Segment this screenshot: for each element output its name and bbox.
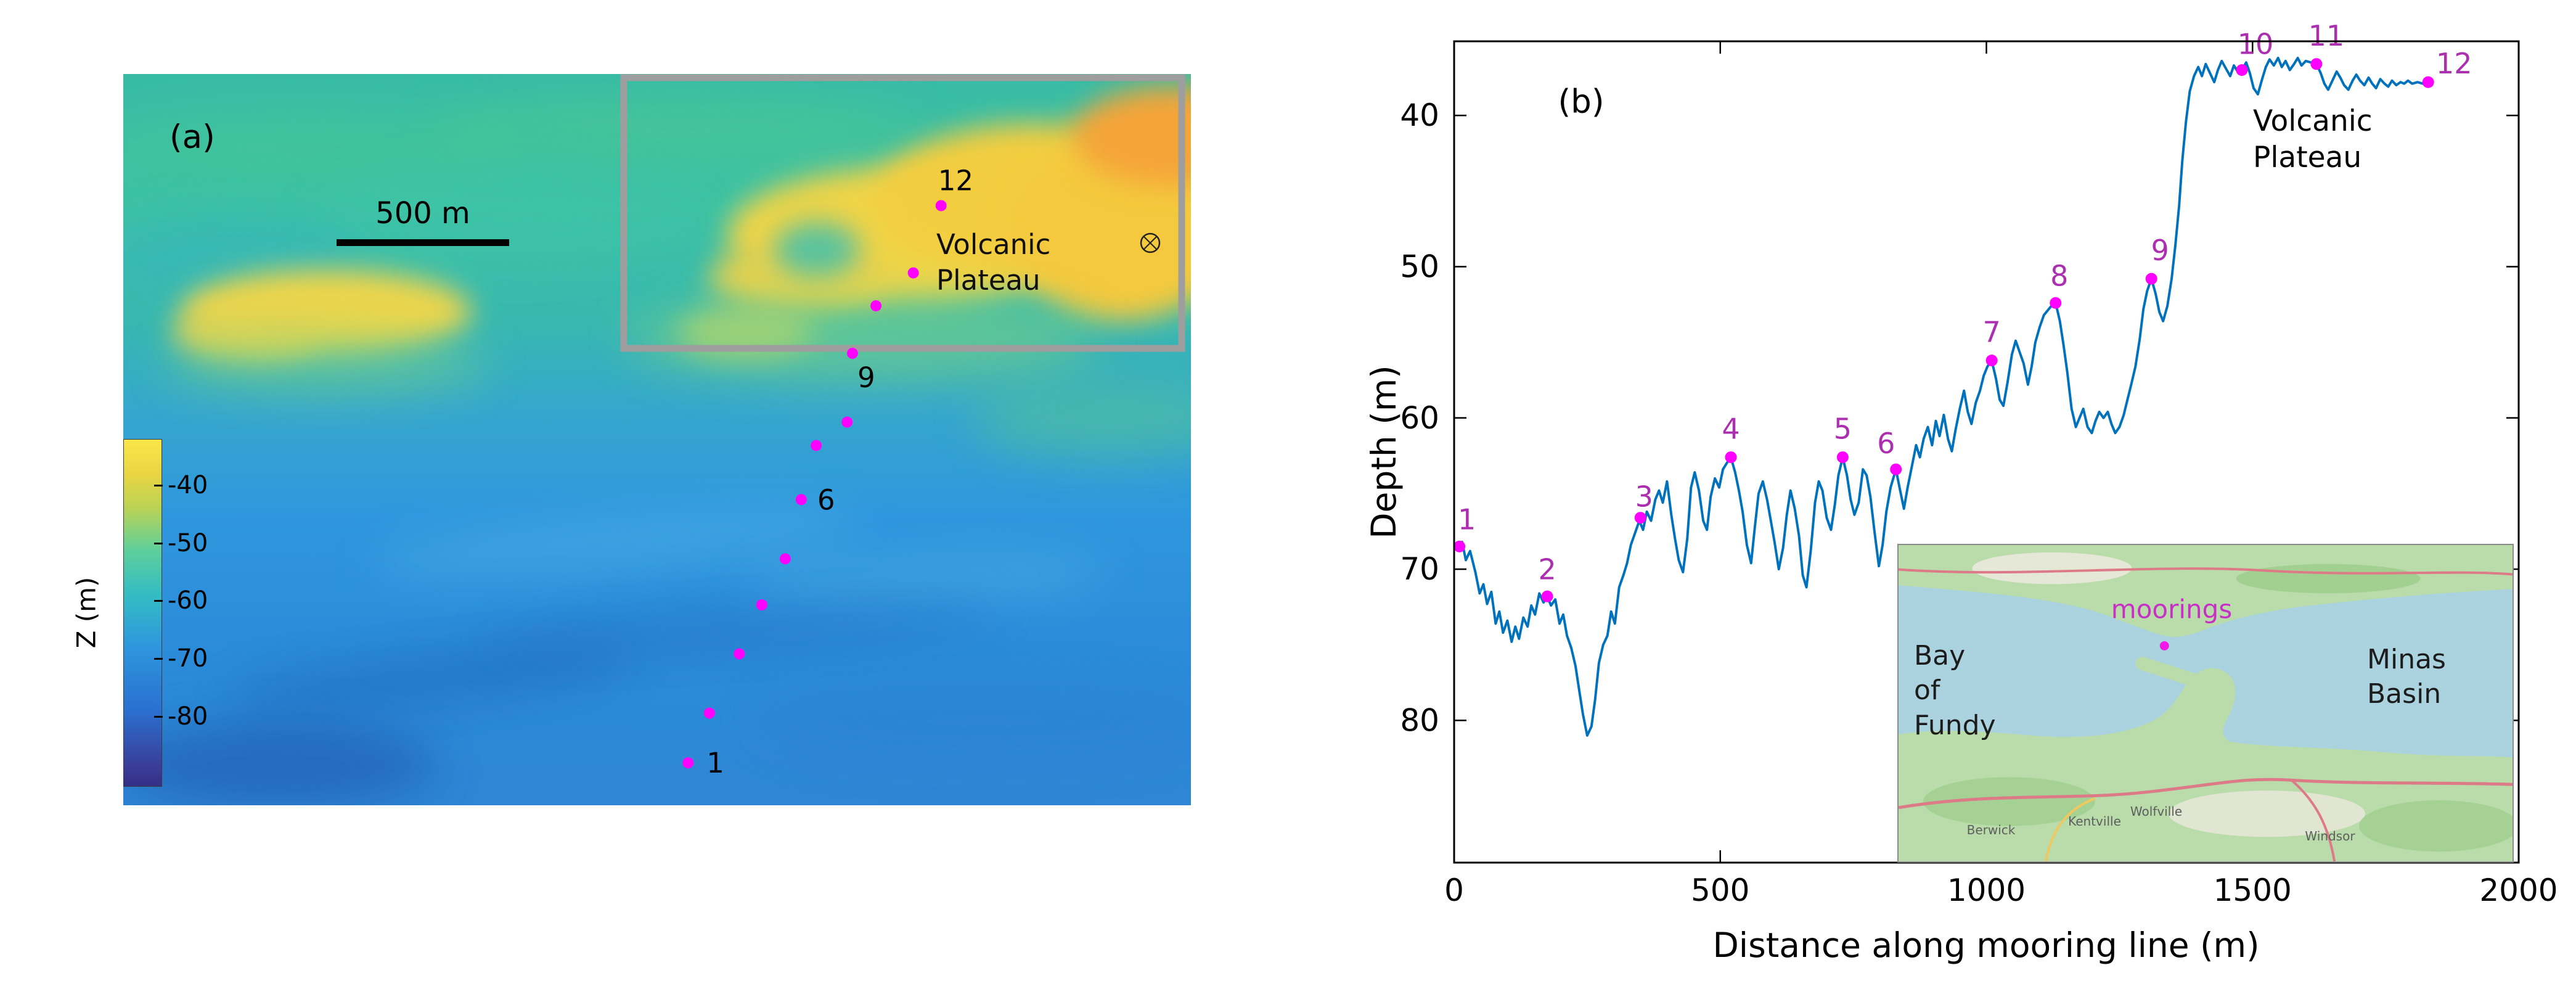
colorbar-tick-label: -70 [154, 644, 208, 673]
axes-box [1453, 40, 2520, 864]
map-volcanic-plateau-label: Volcanic Plateau [936, 228, 1051, 297]
map-mooring-dot-6 [795, 494, 807, 506]
minas-basin-label: Minas Basin [2367, 644, 2446, 710]
bathymetry-map-image: 12 9 6 1 [123, 74, 1191, 805]
colorbar-axis-label: Z (m) [71, 577, 101, 648]
mooring-number-4: 4 [1722, 412, 1740, 446]
inset-moorings-dot [2159, 641, 2169, 650]
colorbar-tick-label: -40 [154, 471, 208, 499]
x-tick-label: 1500 [2214, 872, 2292, 908]
inset-map-image [1899, 545, 2513, 861]
map-mooring-dot-8 [756, 599, 767, 611]
map-moorings-layer: 12 9 6 1 [682, 164, 973, 779]
map-mooring-dot-1 [682, 757, 694, 769]
bay-of-fundy-label: Bay of Fundy [1914, 640, 1996, 741]
colorbar-tick-label: -50 [154, 529, 208, 557]
inset-town-label: Windsor [2305, 829, 2355, 843]
inset-moorings-label: moorings [2111, 594, 2233, 625]
mooring-point-10 [2236, 64, 2248, 76]
inset-road-south [1899, 778, 2513, 810]
mooring-number-10: 10 [2238, 28, 2274, 61]
map-mooring-number-9: 9 [857, 361, 875, 394]
mooring-point-11 [2310, 58, 2323, 70]
mooring-point-12 [2422, 76, 2434, 88]
mooring-point-7 [1985, 355, 1998, 367]
map-mooring-dot-10 [703, 707, 715, 719]
inset-location-map: Bay of Fundy Minas Basin moorings Berwic… [1897, 544, 2514, 863]
y-tick-label: 80 [1400, 702, 1439, 738]
y-axis-label: Depth (m) [1364, 365, 1404, 539]
colorbar-tick-label: -80 [154, 702, 208, 731]
mooring-point-6 [1890, 463, 1902, 475]
mooring-number-11: 11 [2308, 19, 2345, 52]
mooring-number-9: 9 [2151, 234, 2169, 267]
inset-town-label: Wolfville [2130, 804, 2183, 819]
scale-bar-label: 500 m [375, 196, 470, 231]
map-mooring-number-12: 12 [938, 164, 973, 197]
y-tick-label: 70 [1400, 551, 1439, 587]
depth-profile-panel: 0 500 1000 1500 2000 40 50 60 70 80 1 2 3 4 5 6 7 8 9 10 11 1… [1400, 19, 2558, 908]
zoom-region-box [620, 74, 1185, 352]
x-tick-label: 2000 [2479, 872, 2558, 908]
inset-cape-split [2135, 657, 2224, 695]
mooring-number-8: 8 [2050, 259, 2068, 292]
colorbar-tick-label: -60 [154, 586, 208, 615]
scale-bar [337, 239, 509, 246]
inset-town-label: Berwick [1966, 823, 2016, 837]
inset-town-label: Kentville [2068, 814, 2121, 829]
mooring-number-3: 3 [1635, 480, 1653, 514]
mooring-number-1: 1 [1458, 503, 1476, 536]
mooring-point-9 [2145, 273, 2157, 285]
map-mooring-number-1: 1 [706, 747, 724, 779]
map-mooring-dot-7 [779, 553, 791, 565]
map-mooring-dot-9 [846, 348, 858, 359]
map-mooring-dot-12 [935, 200, 947, 211]
chart-volcanic-plateau-label: Volcanic Plateau [2253, 104, 2373, 174]
depth-profile-line [1453, 57, 2429, 737]
mooring-point-3 [1634, 512, 1646, 524]
colorbar: Z (m) -40 -50 -60 -70 -80 [71, 439, 284, 787]
map-mooring-dot-5 [811, 440, 822, 451]
mooring-number-7: 7 [1982, 316, 2000, 349]
mooring-point-8 [2050, 297, 2062, 309]
mooring-number-12: 12 [2436, 47, 2472, 80]
bathymetry-map-panel: 12 9 6 1 (a) 500 m Volcanic Plateau Z (m) -… [71, 74, 1191, 805]
map-mooring-number-6: 6 [817, 483, 835, 516]
mooring-number-6: 6 [1877, 427, 1895, 460]
y-tick-label: 40 [1400, 97, 1439, 133]
x-axis-label: Distance along mooring line (m) [1712, 925, 2260, 965]
x-tick-label: 0 [1444, 872, 1464, 908]
mooring-point-2 [1541, 590, 1553, 602]
panel-a-letter: (a) [170, 118, 215, 156]
y-tick-label: 50 [1400, 249, 1439, 285]
map-mooring-dot-2 [870, 300, 882, 311]
x-tick-label: 500 [1691, 872, 1749, 908]
mooring-number-2: 2 [1538, 552, 1556, 586]
mooring-number-5: 5 [1834, 412, 1852, 446]
mooring-point-5 [1836, 451, 1849, 464]
map-mooring-dot-4 [841, 416, 853, 428]
inset-road-north [1899, 567, 2513, 576]
panel-b-letter: (b) [1558, 83, 1605, 121]
x-tick-label: 1000 [1947, 872, 2026, 908]
mooring-point-1 [1454, 540, 1466, 552]
y-tick-label: 60 [1400, 400, 1439, 436]
mooring-point-4 [1725, 451, 1737, 464]
circled-x-marker [1140, 232, 1161, 253]
map-mooring-dot-1 [907, 267, 919, 279]
map-mooring-dot-9 [734, 648, 745, 660]
